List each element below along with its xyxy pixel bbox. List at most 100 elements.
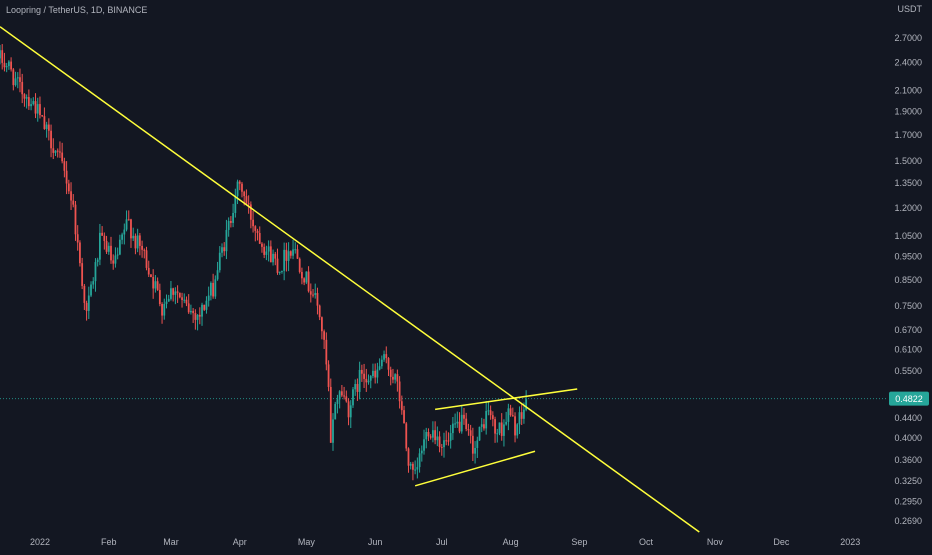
candle-body <box>247 203 250 205</box>
candle-body <box>454 423 456 425</box>
candle-body <box>258 232 261 244</box>
candle-body <box>176 291 179 293</box>
price-tick-label: 2.4000 <box>894 58 922 68</box>
candle-body <box>398 381 401 402</box>
candle-body <box>147 267 150 275</box>
candle-body <box>3 62 6 68</box>
candle-body <box>170 288 172 299</box>
candle-body <box>287 251 290 261</box>
price-tick-label: 1.5000 <box>894 156 922 166</box>
channel-lower-line[interactable] <box>414 450 536 487</box>
candle-body <box>352 389 354 406</box>
candle-body <box>360 369 363 374</box>
candle-body <box>116 254 119 256</box>
channel-upper-line[interactable] <box>435 388 578 411</box>
candle-body <box>463 414 465 419</box>
candle-body <box>0 50 1 59</box>
price-tick-label: 0.6700 <box>894 325 922 335</box>
candle-body <box>516 424 519 436</box>
candle-body <box>196 314 199 320</box>
time-tick-label: Mar <box>163 537 179 547</box>
candle-body <box>389 369 392 377</box>
candle-body <box>407 448 410 466</box>
candle-body <box>63 161 66 171</box>
candle-body <box>96 259 99 263</box>
candle-body <box>392 376 394 380</box>
candle-body <box>185 299 188 304</box>
candle-body <box>511 415 514 417</box>
candle-body <box>296 249 299 259</box>
candle-body <box>281 270 283 272</box>
candle-body <box>107 245 110 252</box>
candle-body <box>494 419 496 434</box>
candle-body <box>163 303 166 316</box>
candle-body <box>52 148 55 153</box>
candle-body <box>243 191 246 197</box>
candle-body <box>223 247 226 252</box>
candle-body <box>16 77 19 79</box>
time-tick-label: May <box>298 537 316 547</box>
price-tick-label: 1.3500 <box>894 178 922 188</box>
time-tick-label: Feb <box>101 537 117 547</box>
candle-body <box>192 310 195 314</box>
candle-body <box>429 436 432 438</box>
candle-body <box>440 446 443 448</box>
candle-body <box>372 370 374 377</box>
candle-body <box>7 61 10 67</box>
candle-body <box>314 293 317 295</box>
candle-body <box>156 281 159 291</box>
candle-body <box>427 431 430 437</box>
candle-body <box>101 232 104 236</box>
candle-body <box>65 170 68 184</box>
candle-body <box>500 422 503 436</box>
candle-body <box>72 200 75 205</box>
candle-body <box>483 424 485 429</box>
candle-body <box>514 416 516 436</box>
candle-body <box>92 281 95 285</box>
candle-body <box>436 436 439 441</box>
candle-body <box>476 440 479 448</box>
candle-body <box>518 412 521 425</box>
candle-body <box>312 294 314 296</box>
candle-body <box>152 276 155 289</box>
candle-body <box>85 302 88 311</box>
candle-body <box>340 391 343 396</box>
candle-body <box>198 314 201 317</box>
candle-body <box>203 304 206 310</box>
candle-body <box>232 212 234 223</box>
candle-body <box>503 424 505 436</box>
price-tick-label: 0.5500 <box>894 366 922 376</box>
candle-body <box>471 435 474 454</box>
candle-body <box>278 271 281 273</box>
candle-body <box>21 81 24 95</box>
candle-body <box>383 354 385 360</box>
candle-body <box>425 431 428 440</box>
candle-body <box>380 359 383 367</box>
descending-resistance-line[interactable] <box>0 26 700 533</box>
candle-body <box>143 249 146 251</box>
time-tick-label: Sep <box>571 537 587 547</box>
candle-body <box>332 419 334 443</box>
candle-body <box>374 370 377 378</box>
candle-body <box>210 282 212 296</box>
candle-body <box>50 130 52 149</box>
last-price-label: 0.4822 <box>895 394 923 404</box>
candle-body <box>174 291 177 295</box>
candle-body <box>423 439 425 451</box>
candle-body <box>456 421 459 424</box>
candle-body <box>416 467 419 470</box>
price-tick-label: 0.9500 <box>894 252 922 262</box>
candle-body <box>460 414 463 432</box>
candle-body <box>172 288 175 295</box>
candle-body <box>387 358 390 370</box>
price-tick-label: 1.0500 <box>894 231 922 241</box>
candle-body <box>400 401 403 411</box>
candle-body <box>245 196 248 204</box>
candle-body <box>118 239 121 255</box>
candle-body <box>267 246 270 252</box>
price-tick-label: 0.7500 <box>894 301 922 311</box>
candle-body <box>465 418 468 430</box>
candle-body <box>321 317 323 332</box>
